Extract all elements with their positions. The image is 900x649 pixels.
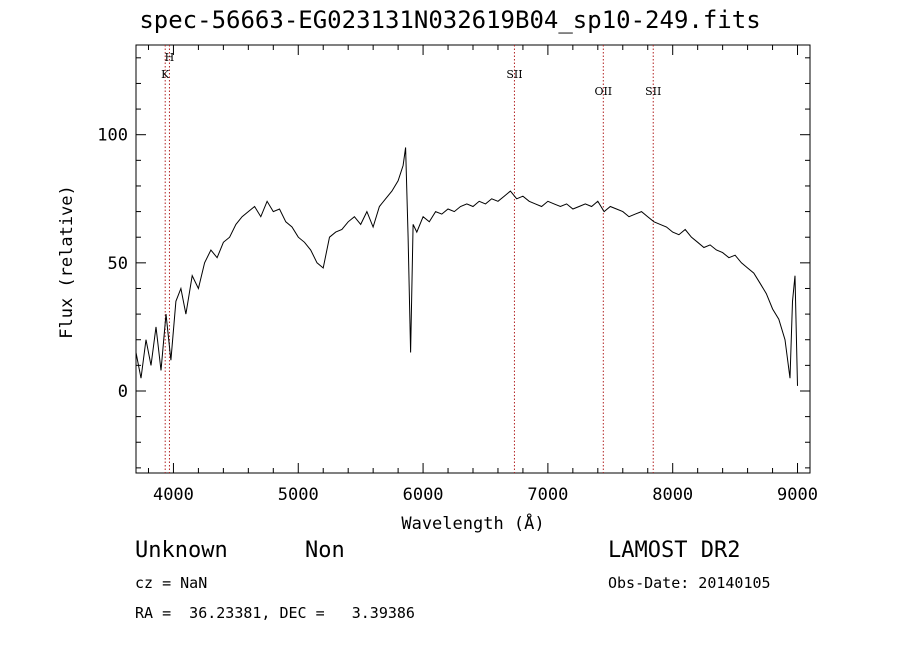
axis-tick-labels: 4000 5000 6000 7000 8000 9000 0 50 100 xyxy=(97,126,818,505)
x-axis-label: Wavelength (Å) xyxy=(401,512,544,534)
spectrum-line xyxy=(135,147,798,386)
marker-label-0: K xyxy=(161,68,170,81)
marker-label-3: OII xyxy=(594,85,612,98)
x-tick-label-8000: 8000 xyxy=(652,485,693,505)
plot-frame xyxy=(135,44,811,474)
x-tick-label-4000: 4000 xyxy=(153,485,194,505)
object-class: Unknown xyxy=(135,538,228,563)
y-tick-label-0: 0 xyxy=(118,382,128,402)
spectral-line-markers: KH SII OII SII xyxy=(161,45,661,473)
x-tick-label-5000: 5000 xyxy=(278,485,319,505)
y-tick-label-50: 50 xyxy=(108,254,128,274)
ra-dec-coordinates: RA = 36.23381, DEC = 3.39386 xyxy=(135,604,415,622)
redshift-cz: cz = NaN xyxy=(135,574,208,592)
marker-label-4: SII xyxy=(645,85,661,98)
y-tick-label-100: 100 xyxy=(97,126,128,146)
chart-title: spec-56663-EG023131N032619B04_sp10-249.f… xyxy=(139,6,761,34)
marker-label-1: H xyxy=(165,51,175,64)
x-tick-label-7000: 7000 xyxy=(527,485,568,505)
marker-label-2: SII xyxy=(506,68,522,81)
axis-ticks xyxy=(136,45,810,473)
survey-name: LAMOST DR2 xyxy=(608,538,741,563)
x-tick-label-6000: 6000 xyxy=(403,485,444,505)
y-axis-label: Flux (relative) xyxy=(57,185,77,339)
x-tick-label-9000: 9000 xyxy=(777,485,818,505)
observation-date: Obs-Date: 20140105 xyxy=(608,574,771,592)
object-subclass: Non xyxy=(305,538,345,563)
